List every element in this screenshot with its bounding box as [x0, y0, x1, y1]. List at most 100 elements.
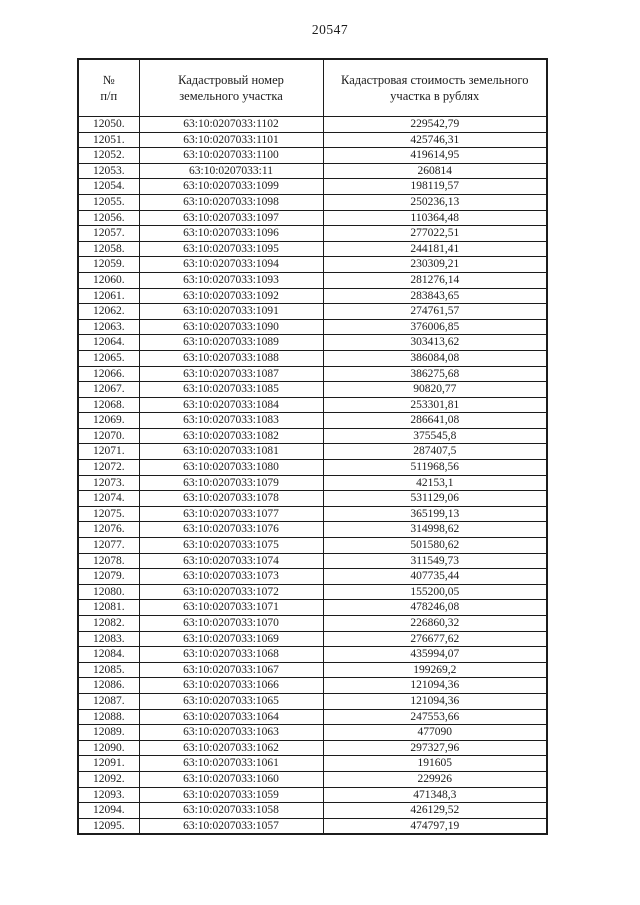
header-row-number-line2: п/п: [100, 89, 118, 103]
row-number-cell: 12071.: [77, 443, 140, 461]
table-row: 12093. 63:10:0207033:1059 471348,3: [77, 786, 548, 804]
row-number-cell: 12074.: [77, 490, 140, 507]
row-number-cell: 12069.: [77, 412, 140, 429]
cadastral-number-cell: 63:10:0207033:1069: [138, 630, 324, 648]
row-number-cell: 12068.: [77, 396, 140, 414]
table-row: 12091. 63:10:0207033:1061 191605: [77, 755, 548, 772]
table-row: 12057. 63:10:0207033:1096 277022,51: [77, 225, 548, 242]
row-number-cell: 12055.: [77, 193, 140, 211]
table-row: 12055. 63:10:0207033:1098 250236,13: [77, 193, 548, 211]
cadastral-value-cell: 244181,41: [322, 240, 548, 258]
cadastral-value-cell: 110364,48: [322, 209, 548, 227]
cadastral-number-cell: 63:10:0207033:1065: [138, 692, 324, 710]
table-row: 12079. 63:10:0207033:1073 407735,44: [77, 568, 548, 585]
cadastral-value-cell: 155200,05: [322, 583, 548, 601]
cadastral-number-cell: 63:10:0207033:1061: [138, 755, 324, 772]
cadastral-number-cell: 63:10:0207033:1073: [138, 568, 324, 585]
cadastral-number-cell: 63:10:0207033:1066: [138, 677, 324, 694]
cadastral-number-cell: 63:10:0207033:1057: [138, 817, 324, 835]
cadastral-number-cell: 63:10:0207033:1067: [138, 661, 324, 679]
table-row: 12050. 63:10:0207033:1102 229542,79: [77, 116, 548, 133]
cadastral-value-cell: 314998,62: [322, 521, 548, 539]
cadastral-value-cell: 229542,79: [322, 116, 548, 133]
cadastral-value-cell: 281276,14: [322, 271, 548, 289]
cadastral-value-cell: 199269,2: [322, 661, 548, 679]
cadastral-value-cell: 419614,95: [322, 147, 548, 164]
table-row: 12083. 63:10:0207033:1069 276677,62: [77, 630, 548, 648]
table-row: 12063. 63:10:0207033:1090 376006,85: [77, 318, 548, 336]
cadastral-value-cell: 501580,62: [322, 537, 548, 554]
table-row: 12087. 63:10:0207033:1065 121094,36: [77, 692, 548, 710]
table-row: 12053. 63:10:0207033:11 260814: [77, 162, 548, 180]
table-row: 12071. 63:10:0207033:1081 287407,5: [77, 443, 548, 461]
cadastral-value-cell: 471348,3: [322, 786, 548, 804]
cadastral-value-cell: 511968,56: [322, 459, 548, 476]
table-row: 12059. 63:10:0207033:1094 230309,21: [77, 256, 548, 273]
cadastral-number-cell: 63:10:0207033:1085: [138, 381, 324, 398]
table-row: 12069. 63:10:0207033:1083 286641,08: [77, 412, 548, 429]
cadastral-number-cell: 63:10:0207033:1102: [138, 116, 324, 133]
page-number: 20547: [311, 22, 349, 37]
cadastral-value-cell: 277022,51: [322, 225, 548, 242]
cadastral-value-cell: 121094,36: [322, 692, 548, 710]
table-row: 12080. 63:10:0207033:1072 155200,05: [77, 583, 548, 601]
header-cadastral-value: Кадастровая стоимость земельного участка…: [322, 58, 548, 117]
cadastral-value-cell: 283843,65: [322, 287, 548, 305]
cadastral-number-cell: 63:10:0207033:1081: [138, 443, 324, 461]
row-number-cell: 12053.: [77, 162, 140, 180]
table-row: 12061. 63:10:0207033:1092 283843,65: [77, 287, 548, 305]
row-number-cell: 12075.: [77, 505, 140, 523]
row-number-cell: 12054.: [77, 178, 140, 195]
row-number-cell: 12063.: [77, 318, 140, 336]
row-number-cell: 12050.: [77, 116, 140, 133]
table-row: 12062. 63:10:0207033:1091 274761,57: [77, 303, 548, 320]
table-row: 12074. 63:10:0207033:1078 531129,06: [77, 490, 548, 507]
header-cadastral-number-line1: Кадастровый номер: [178, 73, 284, 87]
row-number-cell: 12056.: [77, 209, 140, 227]
cadastral-value-cell: 303413,62: [322, 334, 548, 351]
cadastral-number-cell: 63:10:0207033:1100: [138, 147, 324, 164]
cadastral-value-cell: 274761,57: [322, 303, 548, 320]
cadastral-number-cell: 63:10:0207033:1071: [138, 599, 324, 616]
row-number-cell: 12093.: [77, 786, 140, 804]
row-number-cell: 12092.: [77, 770, 140, 788]
cadastral-value-cell: 42153,1: [322, 474, 548, 492]
cadastral-number-cell: 63:10:0207033:11: [138, 162, 324, 180]
row-number-cell: 12066.: [77, 365, 140, 383]
header-cadastral-number: Кадастровый номер земельного участка: [138, 58, 324, 117]
row-number-cell: 12082.: [77, 615, 140, 632]
cadastral-value-cell: 407735,44: [322, 568, 548, 585]
cadastral-number-cell: 63:10:0207033:1058: [138, 802, 324, 819]
table-row: 12070. 63:10:0207033:1082 375545,8: [77, 427, 548, 445]
cadastral-number-cell: 63:10:0207033:1084: [138, 396, 324, 414]
cadastral-number-cell: 63:10:0207033:1079: [138, 474, 324, 492]
table-row: 12077. 63:10:0207033:1075 501580,62: [77, 537, 548, 554]
cadastral-value-cell: 226860,32: [322, 615, 548, 632]
cadastral-value-cell: 90820,77: [322, 381, 548, 398]
header-cadastral-number-line2: земельного участка: [179, 89, 283, 103]
cadastral-number-cell: 63:10:0207033:1091: [138, 303, 324, 320]
cadastral-number-cell: 63:10:0207033:1099: [138, 178, 324, 195]
cadastral-number-cell: 63:10:0207033:1096: [138, 225, 324, 242]
cadastral-value-cell: 287407,5: [322, 443, 548, 461]
cadastral-number-cell: 63:10:0207033:1082: [138, 427, 324, 445]
cadastral-number-cell: 63:10:0207033:1092: [138, 287, 324, 305]
row-number-cell: 12061.: [77, 287, 140, 305]
cadastral-number-cell: 63:10:0207033:1097: [138, 209, 324, 227]
row-number-cell: 12079.: [77, 568, 140, 585]
row-number-cell: 12077.: [77, 537, 140, 554]
table-header-row: № п/п Кадастровый номер земельного участ…: [77, 58, 548, 117]
cadastral-number-cell: 63:10:0207033:1075: [138, 537, 324, 554]
row-number-cell: 12067.: [77, 381, 140, 398]
table-row: 12090. 63:10:0207033:1062 297327,96: [77, 739, 548, 757]
row-number-cell: 12064.: [77, 334, 140, 351]
cadastral-value-cell: 253301,81: [322, 396, 548, 414]
table-row: 12086. 63:10:0207033:1066 121094,36: [77, 677, 548, 694]
table-row: 12066. 63:10:0207033:1087 386275,68: [77, 365, 548, 383]
row-number-cell: 12078.: [77, 552, 140, 570]
row-number-cell: 12094.: [77, 802, 140, 819]
table-row: 12095. 63:10:0207033:1057 474797,19: [77, 817, 548, 835]
row-number-cell: 12086.: [77, 677, 140, 694]
cadastral-value-cell: 474797,19: [322, 817, 548, 835]
